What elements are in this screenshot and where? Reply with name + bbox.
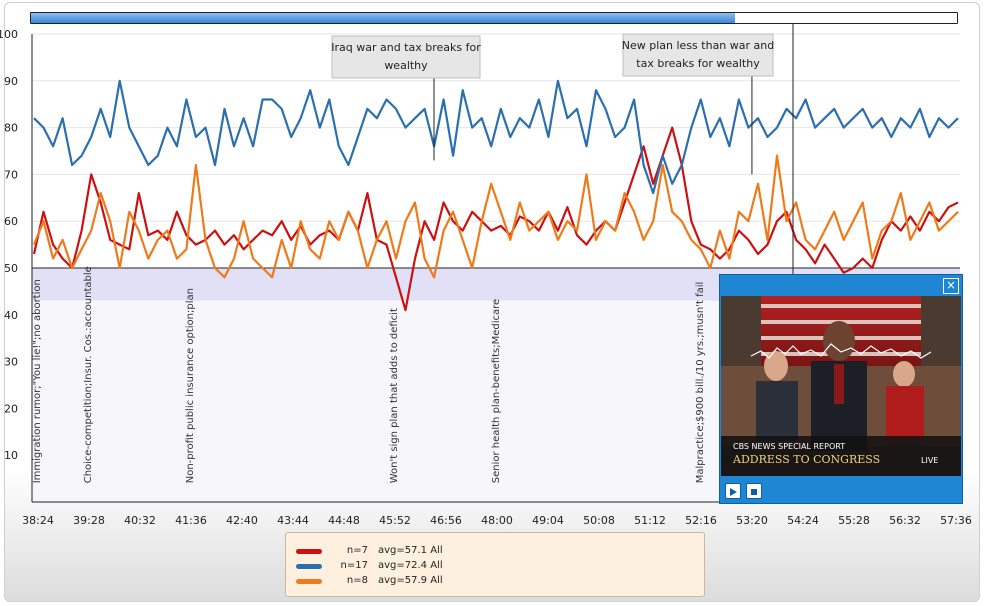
x-tick-label: 53:20: [736, 514, 768, 527]
x-tick-label: 44:48: [328, 514, 360, 527]
topic-label: Non-profit public insurance option;plan: [185, 288, 196, 483]
y-tick-label: 80: [4, 122, 18, 135]
annotation-box: [622, 33, 774, 77]
stop-icon[interactable]: [746, 483, 762, 499]
y-tick-label: 50: [4, 262, 18, 275]
topic-label: Won't sign plan that adds to deficit: [389, 308, 400, 483]
x-tick-label: 39:28: [73, 514, 105, 527]
close-icon[interactable]: ×: [943, 278, 959, 294]
svg-text:ADDRESS TO CONGRESS: ADDRESS TO CONGRESS: [732, 453, 880, 466]
legend-average: avg=72.4 All: [378, 560, 443, 571]
annotation-text: wealthy: [384, 59, 428, 72]
y-tick-label: 30: [4, 356, 18, 369]
annotation-box: [331, 35, 481, 79]
x-tick-label: 41:36: [175, 514, 207, 527]
playback-progress-bar[interactable]: [30, 12, 958, 24]
x-tick-label: 51:12: [634, 514, 666, 527]
x-tick-label: 50:08: [583, 514, 615, 527]
x-tick-label: 52:16: [685, 514, 717, 527]
video-scene: CBS NEWS SPECIAL REPORT ADDRESS TO CONGR…: [721, 296, 961, 476]
x-tick-label: 49:04: [532, 514, 564, 527]
legend-average: avg=57.9 All: [378, 575, 443, 586]
x-tick-label: 45:52: [379, 514, 411, 527]
topic-label: Choice-competition;Insur. Cos.:accountab…: [83, 266, 94, 483]
y-tick-label: 100: [0, 28, 18, 41]
y-tick-label: 10: [4, 449, 18, 462]
annotation-text: Iraq war and tax breaks for: [331, 41, 481, 54]
x-tick-label: 40:32: [124, 514, 156, 527]
x-tick-label: 38:24: [22, 514, 54, 527]
annotation-text: tax breaks for wealthy: [636, 57, 760, 70]
y-tick-label: 60: [4, 215, 18, 228]
annotation-text: New plan less than war and: [622, 39, 774, 52]
svg-text:LIVE: LIVE: [921, 456, 938, 465]
legend-count: n=17: [340, 560, 368, 571]
legend-swatch: [296, 549, 322, 554]
x-tick-label: 56:32: [889, 514, 921, 527]
x-tick-label: 43:44: [277, 514, 309, 527]
x-tick-label: 42:40: [226, 514, 258, 527]
legend-average: avg=57.1 All: [378, 545, 443, 556]
y-tick-label: 90: [4, 75, 18, 88]
x-tick-label: 57:36: [940, 514, 972, 527]
y-tick-label: 20: [4, 402, 18, 415]
video-frame[interactable]: CBS NEWS SPECIAL REPORT ADDRESS TO CONGR…: [721, 296, 961, 476]
topic-label: Senior health plan-benefits;Medicare: [491, 299, 502, 483]
y-tick-label: 70: [4, 168, 18, 181]
legend: n=7 avg=57.1 All n=17 avg=72.4 All n=8 a…: [285, 532, 705, 597]
series-line: [32, 154, 959, 279]
svg-text:CBS NEWS SPECIAL REPORT: CBS NEWS SPECIAL REPORT: [733, 442, 845, 451]
y-tick-label: 40: [4, 309, 18, 322]
play-icon[interactable]: [725, 483, 741, 499]
video-player: × CBS NEWS SPECIAL REPORT: [719, 274, 963, 504]
topic-label: Malpractice;$900 bill./10 yrs.;musn't fa…: [695, 282, 706, 484]
series-line: [33, 79, 959, 195]
x-tick-label: 46:56: [430, 514, 462, 527]
x-tick-label: 54:24: [787, 514, 819, 527]
legend-count: n=7: [346, 545, 368, 556]
topic-label: Immigration rumor;"You lie!";no abortion: [32, 279, 43, 483]
x-tick-label: 55:28: [838, 514, 870, 527]
x-tick-label: 48:00: [481, 514, 513, 527]
legend-swatch: [296, 579, 322, 584]
legend-swatch: [296, 564, 322, 569]
legend-count: n=8: [346, 575, 368, 586]
playback-progress-fill: [31, 13, 735, 23]
